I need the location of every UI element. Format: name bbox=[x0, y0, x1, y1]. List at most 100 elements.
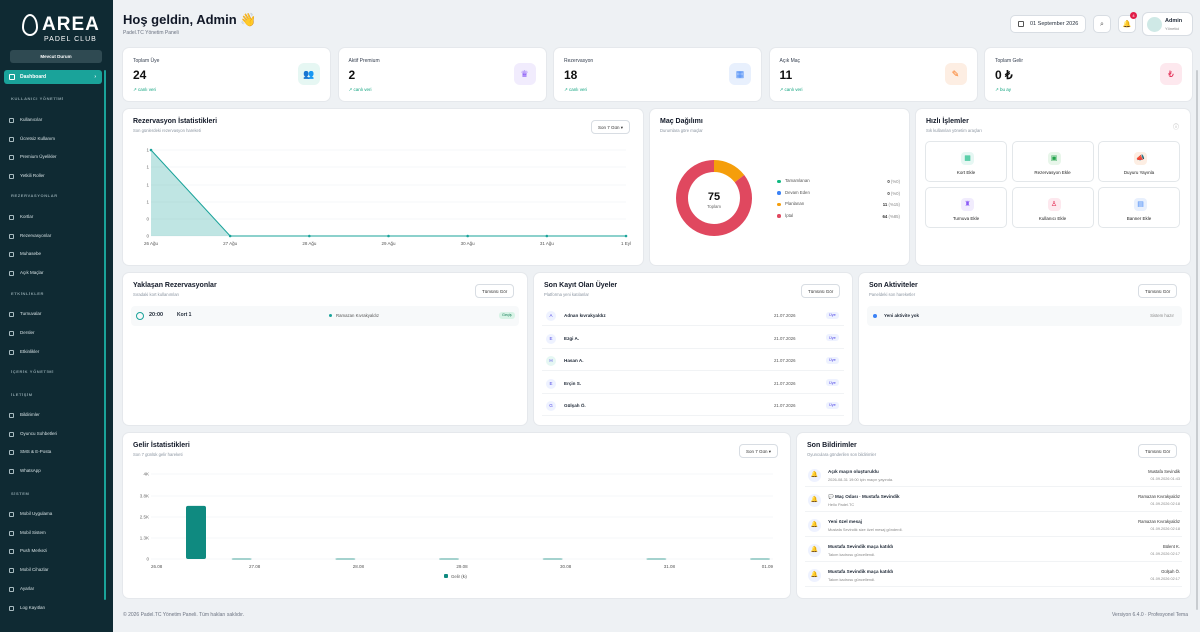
quick-action-turnuva-ekle[interactable]: ♜ Turnuva Ekle bbox=[925, 187, 1007, 228]
sidebar-item-ayarlar[interactable]: Ayarlar bbox=[9, 585, 99, 593]
stat-trend-label: canlı veri bbox=[784, 87, 803, 92]
sidebar-item-etkinlikler[interactable]: Etkinlikler bbox=[9, 348, 99, 356]
legend-value: 11 (%15) bbox=[850, 202, 900, 207]
stat-card[interactable]: Rezervasyon 18 ↗ canlı veri ▦ bbox=[554, 48, 761, 101]
legend-dot bbox=[777, 214, 781, 218]
notification-title: Mustafa Sevindik maça katıldı bbox=[828, 544, 894, 549]
table-row[interactable]: 20:00 Kort 1 Ramazan Kıvrakyaldız Geçiş bbox=[131, 306, 519, 326]
sidebar-item-log-kayıtları[interactable]: Log Kayıtları bbox=[9, 604, 99, 612]
sidebar-item-whatsapp[interactable]: WhatsApp bbox=[9, 467, 99, 475]
brand-name: AREA bbox=[42, 14, 100, 35]
notification-date: 01.09.2026 02:18 bbox=[1150, 526, 1180, 531]
quick-action-kort-ekle[interactable]: ▦ Kort Ekle bbox=[925, 141, 1007, 182]
bar bbox=[750, 558, 770, 560]
sidebar-item-dashboard[interactable]: Dashboard › bbox=[4, 70, 102, 84]
stat-card[interactable]: Toplam Gelir 0 ₺ ↗ bu ay ₺ bbox=[985, 48, 1192, 101]
sidebar-item-ücretsiz-kullanım[interactable]: Ücretsiz Kullanım bbox=[9, 135, 99, 143]
period-select[interactable]: Son 7 Gün ▾ bbox=[739, 444, 779, 458]
legend-value: 0 (%0) bbox=[850, 179, 900, 184]
info-icon[interactable]: ⓘ bbox=[1172, 125, 1179, 131]
notification-date: 01.09.2026 02:17 bbox=[1150, 551, 1180, 556]
date-picker[interactable]: 01 September 2026 bbox=[1010, 15, 1086, 33]
search-button[interactable]: ⌕ bbox=[1093, 15, 1111, 33]
sidebar-item-mobil-uygulama[interactable]: Mobil Uygulama bbox=[9, 510, 99, 518]
notifications-button[interactable]: 🔔 bbox=[1118, 15, 1136, 33]
page-scrollbar[interactable] bbox=[1196, 70, 1198, 610]
sidebar-item-label: Premium Üyelikler bbox=[20, 154, 57, 159]
sidebar-item-açık-maçlar[interactable]: Açık Maçlar bbox=[9, 269, 99, 277]
sidebar-item-turnuvalar[interactable]: Turnuvalar bbox=[9, 310, 99, 318]
grid-icon: ▦ bbox=[961, 152, 974, 165]
sidebar-item-premium-üyelikler[interactable]: Premium Üyelikler bbox=[9, 153, 99, 161]
clock-icon bbox=[136, 312, 144, 320]
sidebar-item-dersler[interactable]: Dersler bbox=[9, 329, 99, 337]
sidebar-item-kullanıcılar[interactable]: Kullanıcılar bbox=[9, 116, 99, 124]
notification-recipient: Bülent K. bbox=[1163, 544, 1180, 549]
data-point bbox=[624, 234, 628, 238]
stat-card[interactable]: Açık Maç 11 ↗ canlı veri ✎ bbox=[769, 48, 977, 101]
list-item[interactable]: 🔔 Yeni özel mesaj Mustafa Sevindik size öz… bbox=[805, 515, 1182, 537]
notification-title: Yeni özel mesaj bbox=[828, 519, 862, 524]
member-badge: Üye bbox=[826, 379, 839, 386]
list-item[interactable]: E Ezgi A. 21.07.2026 Üye bbox=[542, 329, 844, 349]
sidebar-item-label: Kortlar bbox=[20, 214, 34, 219]
period-select[interactable]: Son 7 Gün ▾ bbox=[591, 120, 631, 134]
notification-date: 01.09.2026 02:18 bbox=[1150, 501, 1180, 506]
member-badge: Üye bbox=[826, 334, 839, 341]
sidebar-item-kortlar[interactable]: Kortlar bbox=[9, 213, 99, 221]
quick-action-banner-ekle[interactable]: ▤ Banner Ekle bbox=[1098, 187, 1180, 228]
page-title: Hoş geldin, Admin 👋 bbox=[123, 12, 257, 27]
list-item[interactable]: H Hasan A. 21.07.2026 Üye bbox=[542, 351, 844, 371]
quick-action-kullanıcı-ekle[interactable]: ♙ Kullanıcı Ekle bbox=[1011, 187, 1094, 228]
sidebar-item-label: Log Kayıtları bbox=[20, 605, 46, 610]
sidebar-item-mobil-sistem[interactable]: Mobil Sistem bbox=[9, 529, 99, 537]
stat-trend-label: bu ay bbox=[1000, 87, 1012, 92]
bar bbox=[542, 558, 563, 560]
quick-action-rezervasyon-ekle[interactable]: ▣ Rezervasyon Ekle bbox=[1011, 141, 1094, 182]
sidebar-scrollbar[interactable] bbox=[104, 70, 106, 600]
stat-label: Aktif Premium bbox=[348, 58, 380, 64]
stat-value: 11 bbox=[779, 68, 793, 82]
y-tick-label: 1 bbox=[146, 183, 149, 188]
legend-label: Planlanan bbox=[785, 201, 805, 206]
slice-count: 64 bbox=[882, 213, 888, 219]
card-title: Rezervasyon İstatistikleri bbox=[133, 118, 218, 125]
list-item[interactable]: 🔔 Açık maçın oluşturuldu 2026-08-31 19:00 … bbox=[805, 465, 1182, 487]
list-item[interactable]: E Erçin S. 21.07.2026 Üye bbox=[542, 374, 844, 394]
list-item[interactable]: 🔔 Mustafa Sevindik maça katıldı Takım kadr… bbox=[805, 540, 1182, 562]
user-menu[interactable]: Admin Yönetici bbox=[1142, 12, 1193, 36]
menu-item-icon bbox=[9, 173, 14, 179]
stat-card[interactable]: Toplam Üye 24 ↗ canlı veri 👥 bbox=[123, 48, 330, 101]
sidebar-item-oyuncu-sohbetleri[interactable]: Oyuncu Sohbetleri bbox=[9, 430, 99, 438]
stat-trend-label: canlı veri bbox=[353, 87, 372, 92]
view-all-button[interactable]: Tümünü Gör bbox=[475, 284, 515, 298]
sidebar-item-muhasebe[interactable]: Muhasebe bbox=[9, 250, 99, 258]
menu-item-icon bbox=[9, 468, 14, 474]
view-all-label: Tümünü Gör bbox=[482, 289, 508, 294]
stat-card[interactable]: Aktif Premium 2 ↗ canlı veri ♛ bbox=[338, 48, 546, 101]
list-item: Yeni aktivite yok Sistem hazır bbox=[867, 306, 1182, 326]
bell-icon: 🔔 bbox=[808, 569, 821, 582]
list-item[interactable]: A Adnan kıvrakyaldız 21.07.2026 Üye bbox=[542, 306, 844, 326]
notification-date: 01.09.2026 01:43 bbox=[1150, 476, 1180, 481]
quick-action-duyuru-yayınla[interactable]: 📣 Duyuru Yayınla bbox=[1098, 141, 1180, 182]
view-all-button[interactable]: Tümünü Gör bbox=[1138, 444, 1178, 458]
sidebar-item-mobil-cihazlar[interactable]: Mobil Cihazlar bbox=[9, 566, 99, 574]
sidebar-item-sms-e-posta[interactable]: SMS & E-Posta bbox=[9, 448, 99, 456]
slice-percent: (%0) bbox=[890, 190, 900, 196]
brand-logo[interactable]: AREA PADEL CLUB bbox=[20, 14, 100, 44]
bell-icon: 🔔 bbox=[808, 494, 821, 507]
menu-item-icon bbox=[9, 605, 14, 611]
sidebar-item-bildirimler[interactable]: Bildirimler bbox=[9, 411, 99, 419]
view-all-button[interactable]: Tümünü Gör bbox=[801, 284, 841, 298]
list-item[interactable]: 🔔 Mustafa Sevindik maça katıldı Takım kadr… bbox=[805, 565, 1182, 587]
sidebar-item-push-merkezi[interactable]: Push Merkezi bbox=[9, 547, 99, 555]
sidebar-item-yetkili-roller[interactable]: Yetkili Roller bbox=[9, 172, 99, 180]
sidebar-item-rezervasyonlar[interactable]: Rezervasyonlar bbox=[9, 232, 99, 240]
list-item[interactable]: 🔔 💬 Maç Odası · Mustafa Sevindik Hello Pad… bbox=[805, 490, 1182, 512]
site-status-button[interactable]: Mevcut Durum bbox=[10, 50, 102, 63]
view-all-button[interactable]: Tümünü Gör bbox=[1138, 284, 1178, 298]
avatar: E bbox=[546, 333, 556, 344]
member-badge: Üye bbox=[826, 311, 839, 319]
list-item[interactable]: G Gülşah Ö. 21.07.2026 Üye bbox=[542, 396, 844, 416]
